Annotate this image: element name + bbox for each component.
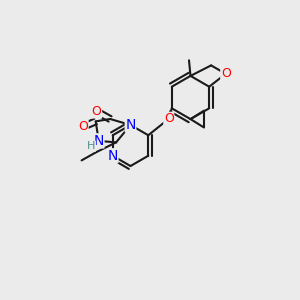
Text: N: N — [125, 118, 136, 132]
Text: O: O — [221, 67, 231, 80]
Text: O: O — [164, 112, 174, 125]
Text: N: N — [94, 134, 104, 148]
Text: O: O — [78, 120, 88, 133]
Text: N: N — [107, 149, 118, 163]
Text: O: O — [92, 105, 101, 118]
Text: H: H — [87, 141, 95, 151]
